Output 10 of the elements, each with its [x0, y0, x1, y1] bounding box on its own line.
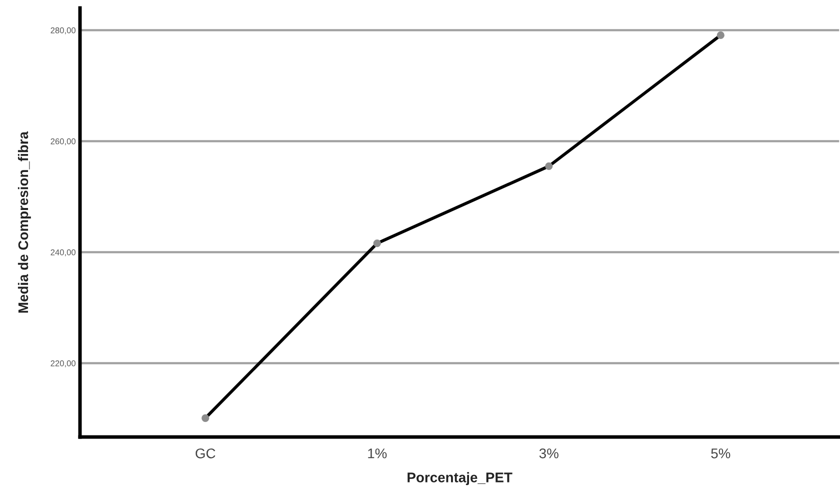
y-tick-label: 280,00 — [50, 27, 76, 34]
y-tick-label: 240,00 — [50, 249, 76, 256]
x-tick-label: 1% — [368, 448, 387, 458]
x-axis-title: Porcentaje_PET — [408, 472, 512, 486]
y-tick-label: 220,00 — [50, 360, 76, 368]
x-tick-label: 3% — [539, 448, 558, 458]
y-axis-title: Media de Compresion_fibra — [18, 131, 31, 313]
y-tick-label: 260,00 — [50, 138, 76, 146]
x-tick-label: GC — [196, 448, 216, 458]
x-tick-label: 5% — [711, 448, 730, 458]
